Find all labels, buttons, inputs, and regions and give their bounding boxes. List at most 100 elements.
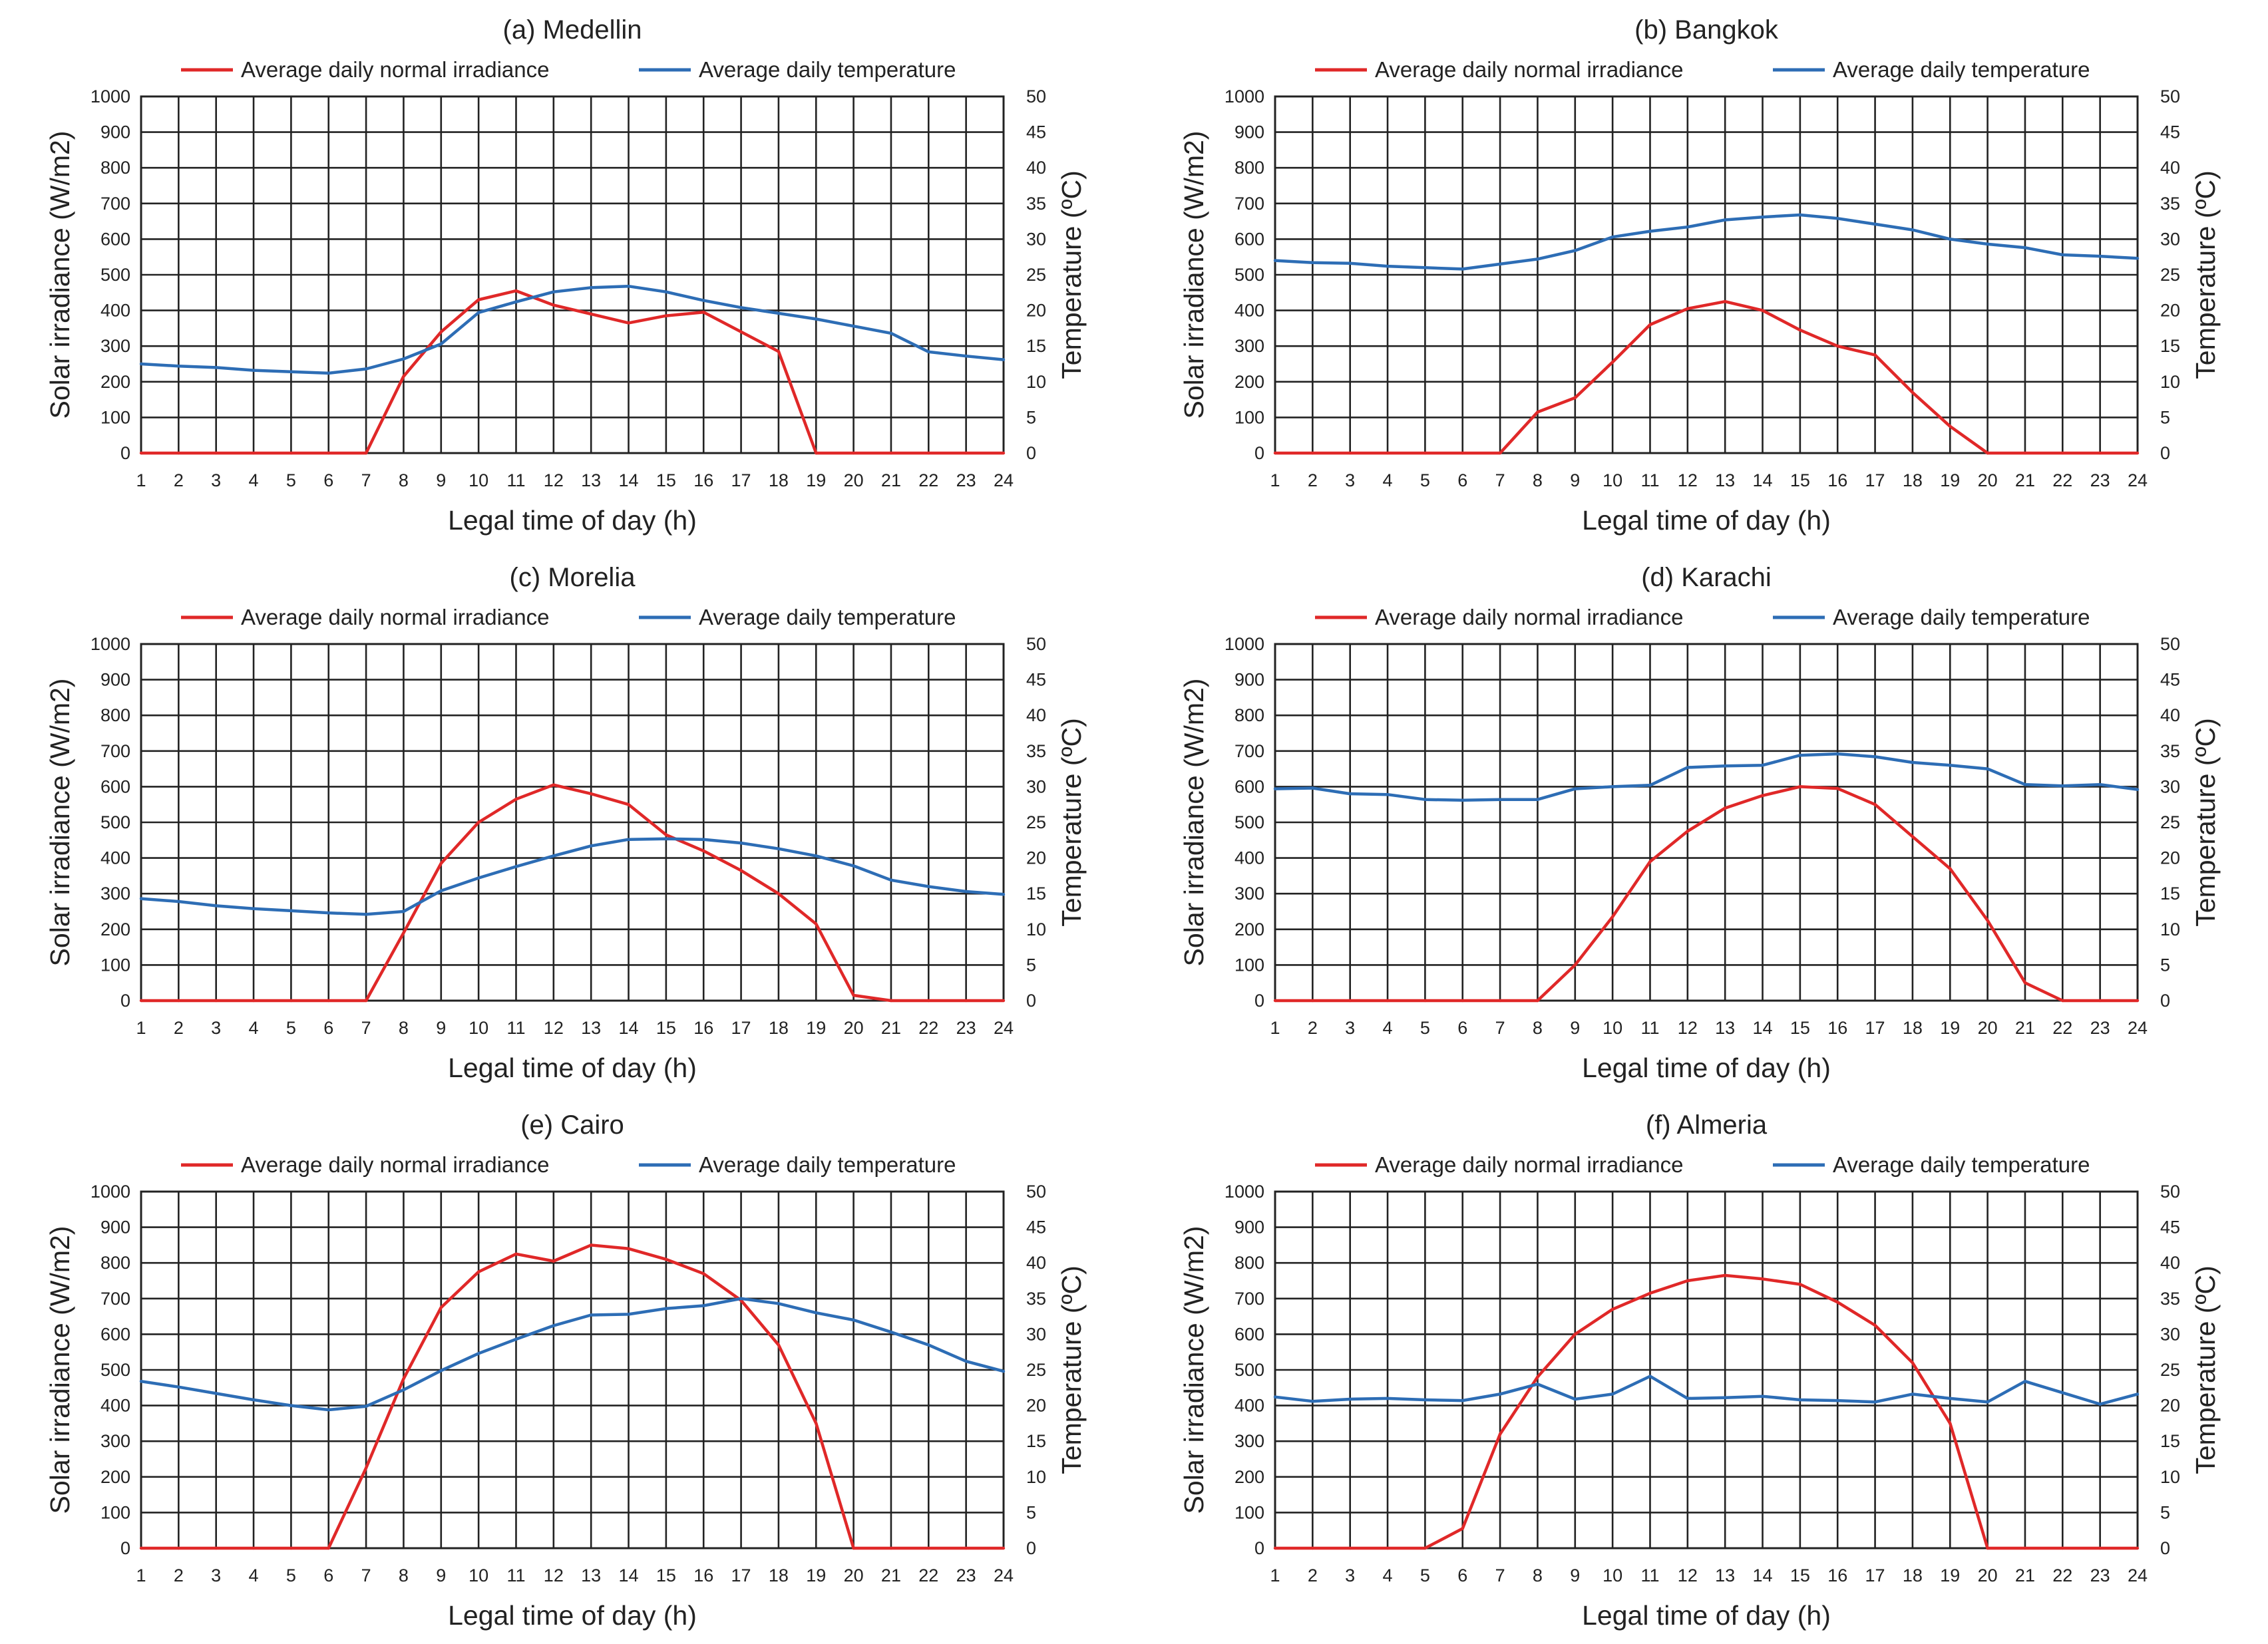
x-tick-label: 16: [693, 1565, 713, 1585]
y-axis-title: Solar irradiance (W/m2): [45, 679, 75, 967]
series-average-daily-normal-irradiance: [1273, 1273, 2140, 1550]
x-tick-label: 22: [918, 470, 938, 490]
y-tick-label: 0: [120, 1538, 130, 1558]
y2-tick-label: 0: [1026, 991, 1036, 1011]
data-point: [1836, 1398, 1839, 1402]
series-average-daily-normal-irradiance: [139, 1243, 1006, 1550]
y2-tick-label: 10: [1026, 919, 1046, 939]
y2-tick-label: 10: [2160, 372, 2180, 392]
data-point: [889, 331, 893, 335]
data-point: [627, 1247, 630, 1250]
data-point: [439, 342, 443, 346]
data-point: [1873, 353, 1877, 357]
y-axis-title: Solar irradiance (W/m2): [1179, 1226, 1209, 1514]
data-point: [664, 1257, 668, 1261]
data-point: [402, 357, 405, 361]
y2-tick-label: 15: [1026, 884, 1046, 904]
x-tick-label: 8: [1533, 470, 1543, 490]
data-point: [2061, 451, 2064, 455]
data-point: [1573, 249, 1577, 252]
y2-tick-label: 30: [2160, 1324, 2180, 1344]
y2-tick-label: 35: [2160, 194, 2180, 214]
y2-tick-label: 50: [2160, 86, 2180, 106]
data-point: [402, 909, 405, 913]
data-point: [439, 330, 443, 333]
x-tick-label: 20: [844, 470, 864, 490]
y2-tick-label: 0: [2160, 1538, 2170, 1558]
data-point: [289, 1546, 293, 1550]
data-point: [1986, 1400, 1989, 1404]
legend: Average daily normal irradiance Average d…: [181, 57, 956, 82]
x-tick-label: 15: [656, 470, 676, 490]
y2-tick-label: 25: [2160, 265, 2180, 285]
data-point: [777, 350, 781, 353]
data-point: [1723, 1273, 1727, 1277]
chart-morelia: 0 100 200 300 400 500 600 700 800 900 1000 0 5 10 15 20…: [0, 548, 1134, 1095]
data-point: [1311, 786, 1314, 790]
y-tick-label: 800: [100, 705, 130, 725]
data-point: [739, 841, 743, 845]
data-point: [2136, 788, 2140, 791]
y-tick-label: 1000: [91, 1182, 130, 1202]
y-tick-label: 400: [100, 301, 130, 321]
x-tick-label: 24: [994, 1018, 1014, 1038]
y2-tick-label: 40: [1026, 705, 1046, 725]
x-tick-label: 6: [1457, 470, 1467, 490]
data-point: [1002, 999, 1006, 1003]
data-point: [1686, 307, 1690, 311]
legend-label: Average daily normal irradiance: [1375, 605, 1683, 629]
x-tick-label: 14: [618, 470, 638, 490]
series-line: [140, 837, 1004, 916]
x-tick-label: 14: [618, 1018, 638, 1038]
y2-tick-label: 10: [1026, 372, 1046, 392]
data-point: [1273, 999, 1277, 1003]
data-point: [552, 783, 556, 786]
x-tick-label: 17: [731, 1565, 751, 1585]
legend-label: Average daily temperature: [1833, 1152, 2090, 1177]
data-point: [1536, 999, 1539, 1003]
x-tick-label: 6: [1457, 1565, 1467, 1585]
chart-cairo: 0 100 200 300 400 500 600 700 800 900 1000 0 5 10 15 20…: [0, 1095, 1134, 1643]
data-point: [739, 330, 743, 333]
data-point: [927, 1546, 930, 1550]
x-tick-label: 18: [1903, 1565, 1923, 1585]
data-point: [1723, 764, 1727, 768]
data-point: [702, 849, 705, 853]
data-point: [1686, 225, 1690, 229]
data-point: [2136, 1546, 2140, 1550]
data-point: [252, 907, 256, 910]
y-tick-label: 600: [1234, 229, 1264, 249]
y2-axis-title: Temperature (ºC): [2190, 170, 2221, 379]
series-average-daily-temperature: [1273, 752, 2140, 802]
x-tick-label: 21: [2015, 1018, 2035, 1038]
legend-item-average-daily-normal-irradiance: Average daily normal irradiance: [1315, 1152, 1683, 1177]
y-axis-title: Solar irradiance (W/m2): [1179, 131, 1209, 419]
grid: [140, 95, 1005, 454]
y2-tick-label: 20: [2160, 848, 2180, 868]
y-tick-label: 1000: [91, 86, 130, 106]
x-tick-label: 23: [956, 1018, 976, 1038]
data-point: [1648, 1291, 1652, 1295]
data-point: [2023, 451, 2027, 455]
data-point: [1986, 1546, 1989, 1550]
data-point: [589, 1243, 593, 1247]
data-point: [402, 1377, 405, 1381]
data-point: [1949, 867, 1952, 870]
x-tick-label: 19: [1940, 1565, 1960, 1585]
x-tick-label: 2: [1308, 470, 1318, 490]
data-point: [1573, 396, 1577, 400]
y-tick-label: 300: [100, 1431, 130, 1451]
x-tick-label: 21: [2015, 470, 2035, 490]
y2-tick-label: 5: [1026, 955, 1036, 975]
data-point: [177, 999, 180, 1003]
x-tick-label: 21: [2015, 1565, 2035, 1585]
x-tick-label: 1: [1270, 1018, 1280, 1038]
data-point: [739, 306, 743, 309]
y-tick-label: 900: [1234, 670, 1264, 690]
x-tick-label: 9: [436, 470, 446, 490]
data-point: [214, 451, 218, 455]
x-tick-label: 21: [881, 470, 901, 490]
y2-tick-label: 50: [1026, 1182, 1046, 1202]
x-tick-label: 6: [1457, 1018, 1467, 1038]
